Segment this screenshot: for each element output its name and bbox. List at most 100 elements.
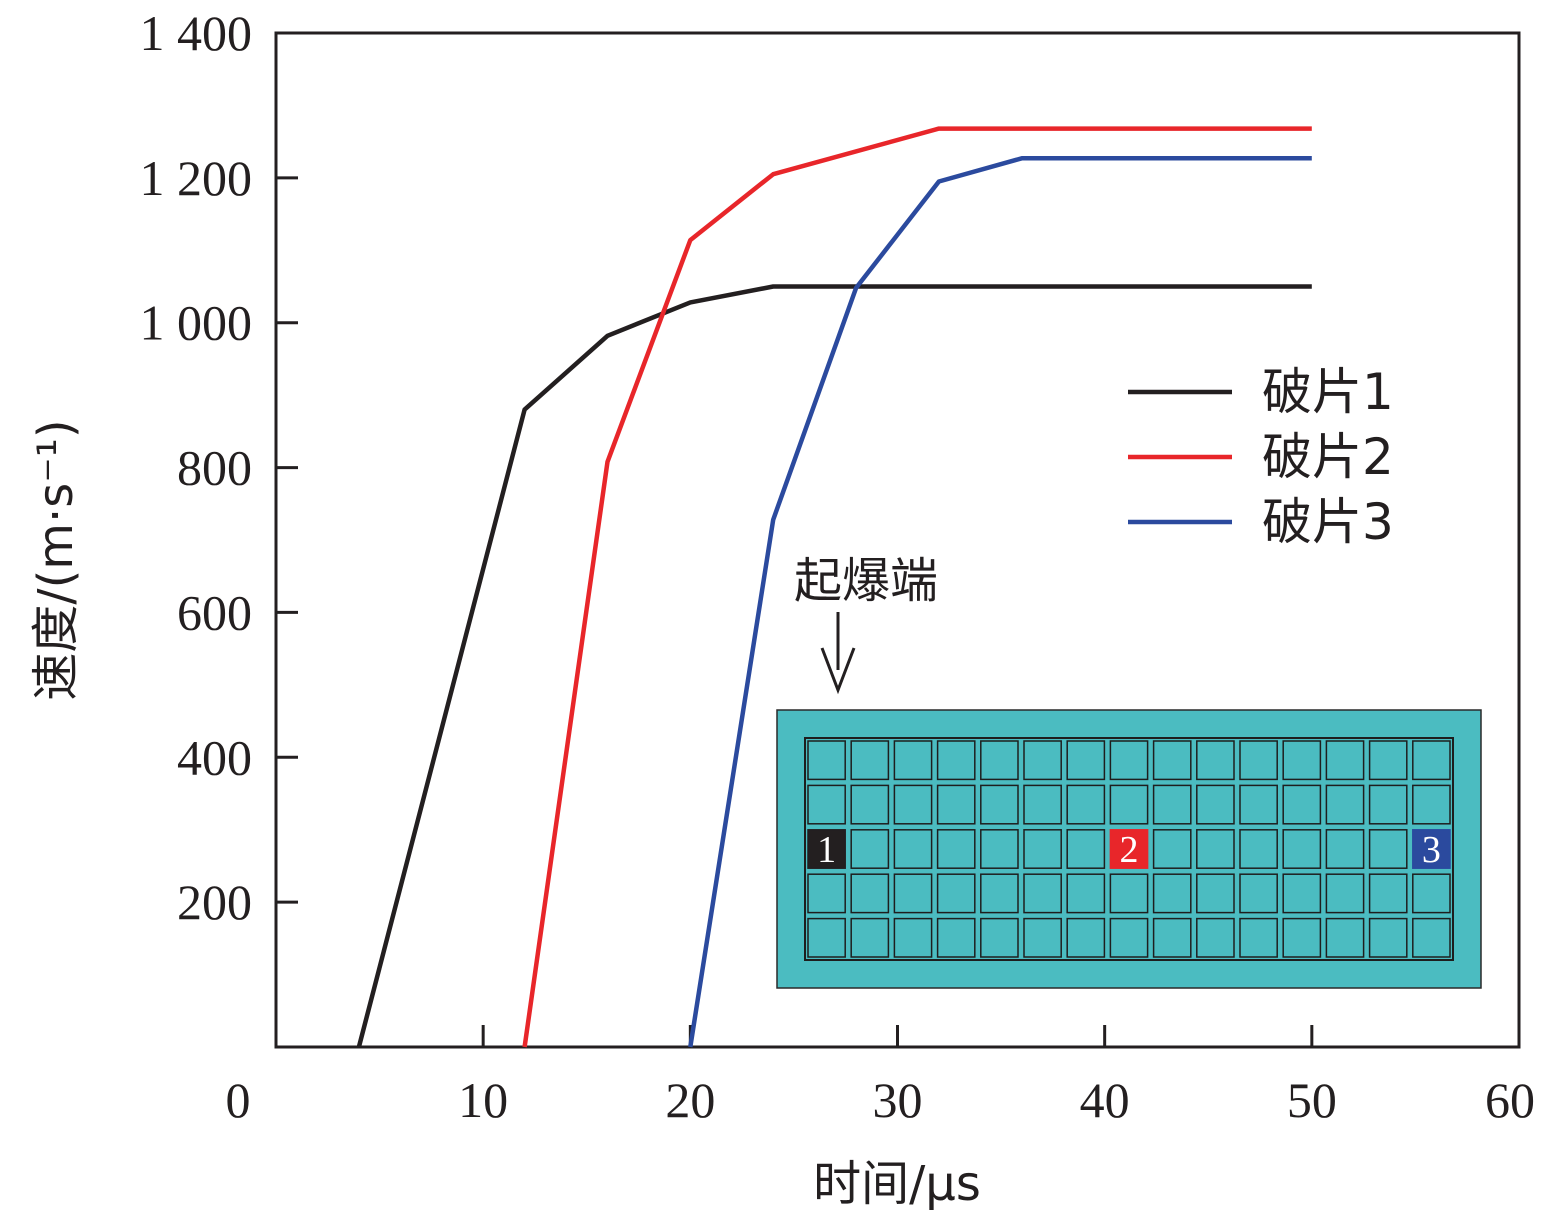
fragment-cell bbox=[1368, 740, 1408, 781]
legend-label: 破片3 bbox=[1262, 493, 1394, 551]
x-tick-label: 60 bbox=[1485, 1072, 1535, 1128]
fragment-cell bbox=[1239, 784, 1278, 825]
fragment-cell bbox=[1066, 784, 1106, 825]
y-tick-label: 1 000 bbox=[140, 295, 253, 351]
fragment-cell bbox=[1282, 917, 1322, 958]
legend-label: 破片2 bbox=[1262, 428, 1394, 486]
fragment-cell bbox=[807, 740, 846, 781]
fragment-cell bbox=[1282, 784, 1322, 825]
fragment-cell bbox=[807, 917, 846, 958]
legend-label: 破片1 bbox=[1262, 363, 1394, 421]
fragment-cell bbox=[1412, 917, 1451, 958]
fragment-cell bbox=[1023, 917, 1062, 958]
fragment-cell bbox=[893, 784, 933, 825]
fragment-cell bbox=[980, 740, 1019, 781]
fragment-cell bbox=[936, 873, 976, 914]
fragment-cell bbox=[1196, 829, 1235, 869]
fragment-cell bbox=[1282, 829, 1322, 869]
fragment-cell bbox=[893, 740, 933, 781]
fragment-cell bbox=[893, 873, 933, 914]
fragment-cell bbox=[1239, 740, 1278, 781]
fragment-cell bbox=[1152, 740, 1192, 781]
fragment-cell bbox=[1325, 784, 1365, 825]
fragment-cell bbox=[1325, 829, 1365, 869]
fragment-cell bbox=[1282, 873, 1322, 914]
fragment-cell bbox=[1368, 829, 1408, 869]
x-tick-label: 50 bbox=[1287, 1072, 1337, 1128]
fragment-cell bbox=[850, 829, 890, 869]
fragment-label: 1 bbox=[817, 829, 836, 871]
fragment-cell bbox=[807, 829, 846, 869]
y-tick-label: 600 bbox=[177, 584, 252, 640]
fragment-cell bbox=[980, 829, 1019, 869]
fragment-cell bbox=[1152, 873, 1192, 914]
fragment-cell bbox=[1196, 873, 1235, 914]
x-tick-label: 20 bbox=[665, 1072, 715, 1128]
fragment-cell bbox=[1196, 784, 1235, 825]
fragment-cell bbox=[1066, 740, 1106, 781]
fragment-cell bbox=[1152, 784, 1192, 825]
y-tick-label: 1 400 bbox=[140, 5, 253, 61]
series-layer bbox=[356, 126, 1312, 1048]
x-tick-label: 0 bbox=[226, 1072, 251, 1128]
fragment-cell bbox=[1109, 740, 1149, 781]
x-tick-label: 40 bbox=[1080, 1072, 1130, 1128]
fragment-cell bbox=[980, 917, 1019, 958]
y-tick-label: 400 bbox=[177, 729, 252, 785]
fragment-cell bbox=[1412, 829, 1451, 869]
fragment-cell bbox=[850, 873, 890, 914]
fragment-cell bbox=[1066, 829, 1106, 869]
fragment-cell bbox=[1066, 873, 1106, 914]
fragment-cell bbox=[936, 829, 976, 869]
fragment-layout-inset: 1 2 3 bbox=[776, 709, 1482, 989]
fragment-cell bbox=[980, 784, 1019, 825]
y-axis-title: 速度/(m·s⁻¹) bbox=[28, 419, 84, 700]
fragment-cell bbox=[1023, 829, 1062, 869]
fragment-cell bbox=[936, 917, 976, 958]
fragment-cell bbox=[936, 740, 976, 781]
detonation-arrow bbox=[820, 612, 856, 695]
detonation-end-annotation: 起爆端 bbox=[794, 553, 938, 609]
fragment-label: 2 bbox=[1120, 829, 1139, 871]
x-axis: 0 10 20 30 40 50 60 bbox=[226, 1025, 1535, 1128]
fragment-cell bbox=[1412, 873, 1451, 914]
fragment-cell bbox=[1109, 829, 1149, 869]
y-axis: 200 400 600 800 1 000 1 200 1 400 bbox=[140, 5, 298, 930]
fragment-cell bbox=[1325, 740, 1365, 781]
y-tick-label: 1 200 bbox=[140, 150, 253, 206]
fragment-cell bbox=[1023, 740, 1062, 781]
fragment-cell bbox=[1196, 740, 1235, 781]
fragment-cell bbox=[850, 784, 890, 825]
fragment-cell bbox=[1023, 784, 1062, 825]
fragment-cell bbox=[850, 740, 890, 781]
fragment-cell bbox=[1109, 873, 1149, 914]
series-line-2 bbox=[522, 126, 1312, 1048]
series-line-1 bbox=[356, 284, 1312, 1048]
legend: 破片1 破片2 破片3 bbox=[1128, 363, 1394, 551]
fragment-cell bbox=[1152, 917, 1192, 958]
fragment-cell bbox=[1239, 873, 1278, 914]
fragment-cell bbox=[1412, 784, 1451, 825]
fragment-cell bbox=[1066, 917, 1106, 958]
inset-cells: 1 2 3 bbox=[807, 740, 1451, 958]
x-tick-label: 10 bbox=[458, 1072, 508, 1128]
fragment-cell bbox=[1239, 917, 1278, 958]
fragment-cell bbox=[1109, 917, 1149, 958]
series-line-3 bbox=[688, 156, 1312, 1048]
fragment-cell bbox=[1239, 829, 1278, 869]
fragment-cell bbox=[1368, 873, 1408, 914]
fragment-cell bbox=[893, 917, 933, 958]
x-axis-title: 时间/μs bbox=[813, 1156, 981, 1212]
fragment-cell bbox=[936, 784, 976, 825]
fragment-cell bbox=[1325, 917, 1365, 958]
y-tick-label: 800 bbox=[177, 440, 252, 496]
fragment-cell bbox=[807, 784, 846, 825]
fragment-cell bbox=[893, 829, 933, 869]
fragment-cell bbox=[1412, 740, 1451, 781]
fragment-cell bbox=[1368, 784, 1408, 825]
fragment-cell bbox=[1023, 873, 1062, 914]
fragment-cell bbox=[807, 873, 846, 914]
fragment-cell bbox=[1196, 917, 1235, 958]
